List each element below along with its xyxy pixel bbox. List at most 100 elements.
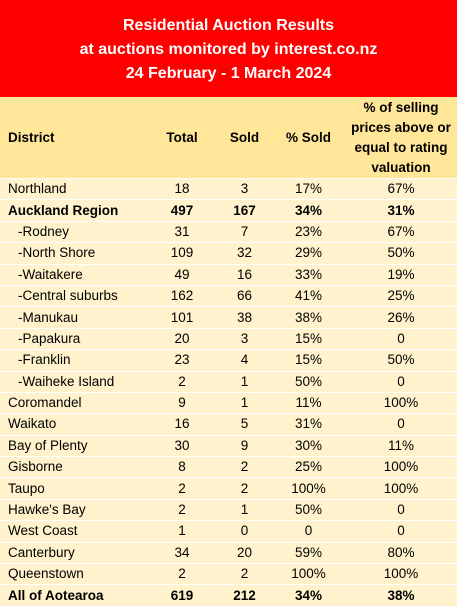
table-row: -Manukau 101 38 38% 26% bbox=[0, 306, 457, 329]
sold-cell: 3 bbox=[217, 327, 272, 350]
district-cell: -North Shore bbox=[0, 242, 147, 265]
total-cell: 20 bbox=[147, 327, 217, 350]
header-pct-sold: % Sold bbox=[272, 97, 345, 179]
district-cell: -Papakura bbox=[0, 327, 147, 350]
district-cell: -Rodney bbox=[0, 220, 147, 243]
sold-cell: 38 bbox=[217, 306, 272, 329]
pct-above-valuation-cell: 50% bbox=[345, 349, 457, 372]
district-cell: Auckland Region bbox=[0, 199, 147, 222]
total-cell: 2 bbox=[147, 370, 217, 393]
table-row: All of Aotearoa 619 212 34% 38% bbox=[0, 584, 457, 606]
district-cell: Northland bbox=[0, 177, 147, 200]
header-pct-above-line: prices above or bbox=[351, 119, 451, 135]
total-cell: 30 bbox=[147, 434, 217, 457]
pct-above-valuation-cell: 100% bbox=[345, 477, 457, 500]
sold-cell: 9 bbox=[217, 434, 272, 457]
pct-above-valuation-cell: 0 bbox=[345, 327, 457, 350]
total-cell: 2 bbox=[147, 498, 217, 521]
header-pct-above-valuation: % of selling prices above or equal to ra… bbox=[345, 97, 457, 179]
pct-above-valuation-cell: 19% bbox=[345, 263, 457, 286]
district-cell: -Central suburbs bbox=[0, 284, 147, 307]
pct-above-valuation-cell: 0 bbox=[345, 520, 457, 543]
pct-above-valuation-cell: 26% bbox=[345, 306, 457, 329]
table-row: Northland 18 3 17% 67% bbox=[0, 177, 457, 200]
table-body: Northland 18 3 17% 67% Auckland Region 497 167 3… bbox=[0, 177, 457, 606]
pct-sold-cell: 34% bbox=[272, 199, 345, 222]
table-row: Canterbury 34 20 59% 80% bbox=[0, 541, 457, 564]
title-banner: Residential Auction Results at auctions … bbox=[0, 0, 457, 97]
sold-cell: 0 bbox=[217, 520, 272, 543]
total-cell: 2 bbox=[147, 477, 217, 500]
table-row: Bay of Plenty 30 9 30% 11% bbox=[0, 434, 457, 457]
pct-sold-cell: 100% bbox=[272, 477, 345, 500]
pct-above-valuation-cell: 0 bbox=[345, 498, 457, 521]
pct-sold-cell: 38% bbox=[272, 306, 345, 329]
header-sold: Sold bbox=[217, 97, 272, 179]
sold-cell: 1 bbox=[217, 391, 272, 414]
results-table: District Total Sold % Sold % of selling … bbox=[0, 97, 457, 606]
pct-above-valuation-cell: 100% bbox=[345, 563, 457, 585]
total-cell: 23 bbox=[147, 349, 217, 372]
table-row: -North Shore 109 32 29% 50% bbox=[0, 242, 457, 265]
district-cell: Gisborne bbox=[0, 456, 147, 478]
table-row: Hawke's Bay 2 1 50% 0 bbox=[0, 498, 457, 521]
table-row: -Rodney 31 7 23% 67% bbox=[0, 220, 457, 243]
table-row: -Franklin 23 4 15% 50% bbox=[0, 349, 457, 372]
district-cell: Hawke's Bay bbox=[0, 498, 147, 521]
district-cell: -Waiheke Island bbox=[0, 370, 147, 393]
district-cell: West Coast bbox=[0, 520, 147, 543]
pct-above-valuation-cell: 31% bbox=[345, 199, 457, 222]
sold-cell: 2 bbox=[217, 456, 272, 478]
district-cell: -Manukau bbox=[0, 306, 147, 329]
title-line-1: Residential Auction Results bbox=[123, 17, 334, 34]
pct-sold-cell: 30% bbox=[272, 434, 345, 457]
total-cell: 34 bbox=[147, 541, 217, 564]
pct-above-valuation-cell: 100% bbox=[345, 391, 457, 414]
table-row: -Waitakere 49 16 33% 19% bbox=[0, 263, 457, 286]
table-row: -Waiheke Island 2 1 50% 0 bbox=[0, 370, 457, 393]
total-cell: 101 bbox=[147, 306, 217, 329]
pct-sold-cell: 25% bbox=[272, 456, 345, 478]
sold-cell: 1 bbox=[217, 370, 272, 393]
title-line-3: 24 February - 1 March 2024 bbox=[125, 65, 332, 82]
total-cell: 497 bbox=[147, 199, 217, 222]
header-pct-above-line: equal to rating bbox=[354, 139, 448, 155]
total-cell: 18 bbox=[147, 177, 217, 200]
header-district: District bbox=[0, 97, 147, 179]
pct-sold-cell: 41% bbox=[272, 284, 345, 307]
table-row: -Central suburbs 162 66 41% 25% bbox=[0, 284, 457, 307]
pct-above-valuation-cell: 25% bbox=[345, 284, 457, 307]
sold-cell: 4 bbox=[217, 349, 272, 372]
pct-sold-cell: 50% bbox=[272, 370, 345, 393]
sold-cell: 167 bbox=[217, 199, 272, 222]
district-cell: -Waitakere bbox=[0, 263, 147, 286]
pct-above-valuation-cell: 38% bbox=[345, 584, 457, 606]
total-cell: 2 bbox=[147, 563, 217, 585]
total-cell: 49 bbox=[147, 263, 217, 286]
district-cell: Bay of Plenty bbox=[0, 434, 147, 457]
header-pct-above-line: valuation bbox=[371, 159, 431, 175]
total-cell: 162 bbox=[147, 284, 217, 307]
pct-sold-cell: 23% bbox=[272, 220, 345, 243]
table-row: Gisborne 8 2 25% 100% bbox=[0, 456, 457, 478]
table-row: Taupo 2 2 100% 100% bbox=[0, 477, 457, 500]
sold-cell: 212 bbox=[217, 584, 272, 606]
total-cell: 31 bbox=[147, 220, 217, 243]
pct-sold-cell: 31% bbox=[272, 413, 345, 436]
pct-above-valuation-cell: 50% bbox=[345, 242, 457, 265]
pct-sold-cell: 15% bbox=[272, 349, 345, 372]
title-line-2: at auctions monitored by interest.co.nz bbox=[79, 41, 378, 58]
sold-cell: 16 bbox=[217, 263, 272, 286]
total-cell: 1 bbox=[147, 520, 217, 543]
table-row: Coromandel 9 1 11% 100% bbox=[0, 391, 457, 414]
pct-sold-cell: 34% bbox=[272, 584, 345, 606]
table-row: Queenstown 2 2 100% 100% bbox=[0, 563, 457, 585]
total-cell: 8 bbox=[147, 456, 217, 478]
sold-cell: 3 bbox=[217, 177, 272, 200]
header-pct-above-line: % of selling bbox=[363, 99, 439, 115]
table-row: -Papakura 20 3 15% 0 bbox=[0, 327, 457, 350]
table-row: Waikato 16 5 31% 0 bbox=[0, 413, 457, 436]
sold-cell: 20 bbox=[217, 541, 272, 564]
district-cell: All of Aotearoa bbox=[0, 584, 147, 606]
pct-above-valuation-cell: 11% bbox=[345, 434, 457, 457]
